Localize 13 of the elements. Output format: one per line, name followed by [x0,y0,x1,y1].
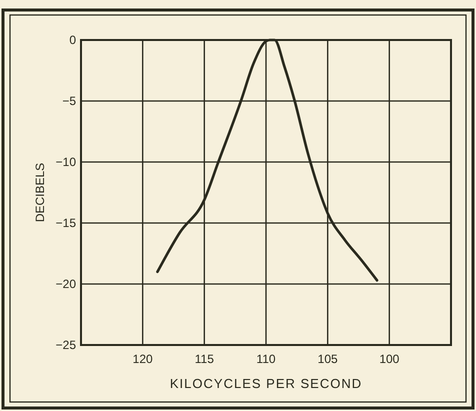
y-tick-label: −25 [56,338,76,352]
y-axis-title: DECIBELS [33,162,47,222]
x-tick-label: 105 [318,352,338,366]
y-tick-label: −5 [62,94,76,108]
y-tick-label: −20 [56,277,76,291]
y-tick-label: 0 [69,33,76,47]
x-tick-label: 110 [256,352,276,366]
y-tick-label: −15 [56,216,76,230]
y-tick-label: −10 [56,155,76,169]
x-axis-title: KILOCYCLES PER SECOND [170,376,362,391]
x-tick-label: 100 [379,352,400,366]
x-tick-label: 120 [132,352,153,366]
x-tick-label: 115 [194,352,214,366]
